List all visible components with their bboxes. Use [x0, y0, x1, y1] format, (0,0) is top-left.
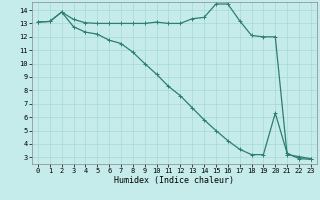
X-axis label: Humidex (Indice chaleur): Humidex (Indice chaleur) — [115, 176, 234, 185]
